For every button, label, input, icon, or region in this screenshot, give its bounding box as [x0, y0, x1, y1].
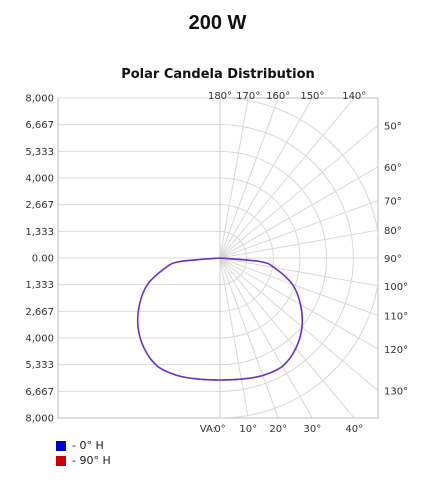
legend-label-90h: - 90° H	[72, 454, 111, 467]
y-tick-label: 2,667	[25, 200, 54, 211]
legend: - 0° H - 90° H	[56, 438, 111, 468]
y-tick-label: 8,000	[25, 94, 54, 105]
grid-spoke	[220, 257, 378, 287]
legend-item-0h: - 0° H	[56, 438, 111, 453]
chart-title: Polar Candela Distribution	[121, 67, 315, 82]
angle-label: 110°	[384, 312, 408, 323]
grid-spoke	[220, 98, 249, 259]
angle-label: 30°	[304, 424, 322, 435]
y-tick-label: 8,000	[25, 414, 54, 425]
angle-label: 150°	[300, 91, 324, 102]
angle-label: 0°	[214, 424, 225, 435]
y-tick-label: 4,000	[25, 334, 54, 345]
grid-spoke	[220, 257, 378, 317]
angle-label: 70°	[384, 196, 402, 207]
angle-label: 180°	[208, 91, 232, 102]
legend-label-0h: - 0° H	[72, 439, 104, 452]
grid-spoke	[220, 166, 378, 259]
y-tick-label: 5,333	[25, 360, 54, 371]
y-tick-label: 1,333	[25, 227, 54, 238]
angle-label: 80°	[384, 226, 402, 237]
grid-spoke	[220, 257, 313, 418]
angle-label: 90°	[384, 254, 402, 265]
angle-label: 130°	[384, 387, 408, 398]
angle-label: 120°	[384, 345, 408, 356]
grid-spoke	[220, 257, 378, 350]
angle-label: 10°	[239, 424, 257, 435]
series-0h-curve	[136, 257, 304, 381]
grid-spoke	[220, 257, 249, 418]
grid-spoke	[220, 199, 378, 259]
grid-spoke	[220, 257, 355, 418]
grid-spoke	[220, 257, 279, 418]
angle-label: 50°	[384, 121, 402, 132]
y-tick-label: 2,667	[25, 307, 54, 318]
angle-label: 40°	[345, 424, 363, 435]
grid-spoke	[220, 229, 378, 259]
y-tick-label: 5,333	[25, 147, 54, 158]
legend-swatch-90h	[56, 455, 66, 466]
plot-area: 8,000 6,667 5,333 4,000 2,667 1,333 0.00 1,333 2…	[25, 91, 408, 435]
angle-label: 100°	[384, 282, 408, 293]
grid-spoke	[220, 98, 313, 259]
y-tick-label: 6,667	[25, 387, 54, 398]
grid-spoke	[220, 98, 355, 259]
y-tick-label: 6,667	[25, 120, 54, 131]
y-tick-label: 1,333	[25, 280, 54, 291]
y-tick-label: 4,000	[25, 174, 54, 185]
angle-label: 160°	[266, 91, 290, 102]
legend-swatch-0h	[56, 440, 66, 451]
angle-label: 60°	[384, 163, 402, 174]
grid-spoke	[220, 257, 378, 392]
grid-ring	[220, 98, 378, 418]
grid-spoke	[220, 98, 279, 259]
grid-spoke	[220, 124, 378, 259]
y-tick-label: 0.00	[32, 254, 54, 265]
angle-label: 20°	[269, 424, 287, 435]
polar-grid	[220, 98, 378, 418]
power-title: 200 W	[188, 12, 247, 34]
va-prefix-label: VA:	[200, 424, 216, 435]
angle-label: 170°	[236, 91, 260, 102]
legend-item-90h: - 90° H	[56, 453, 111, 468]
angle-label: 140°	[342, 91, 366, 102]
